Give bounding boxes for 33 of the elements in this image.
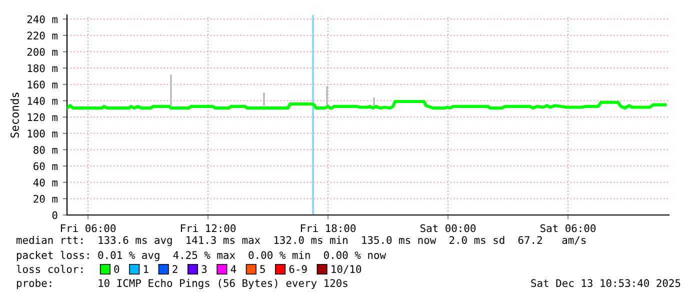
y-tick-label: 220 m <box>27 32 58 40</box>
y-tick-label: 60 m <box>34 162 58 170</box>
y-tick-label: 180 m <box>28 64 58 72</box>
text: packet loss: 0.01 % avg 4.25 % max 0.00 % min 0.00 % now <box>16 250 386 262</box>
x-tick-label: Sat 00:00 <box>420 224 476 232</box>
line-series <box>67 100 667 110</box>
text: probe: 10 ICMP Echo Pings (56 Bytes) every 120s <box>16 278 348 290</box>
legend-label: 2 <box>172 265 178 273</box>
y-tick-label: 40 m <box>33 178 58 186</box>
y-tick-label: 140 m <box>28 96 58 105</box>
legend-label: 1 <box>144 265 148 273</box>
legend-label: 4 <box>230 265 236 273</box>
x-tick-label: Fri 18:00 <box>300 224 356 232</box>
legend-label: 0 <box>114 265 120 274</box>
text: Sat Dec 13 10:53:40 2025 <box>531 279 680 288</box>
y-tick-label: 200 m <box>27 48 58 56</box>
text: median rtt: 133.6 ms avg 141.3 ms max 132.0 ms min 135.0 ms now 2.0 ms sd 67.2 am/s <box>16 236 586 246</box>
y-axis-title: Seconds <box>10 92 19 138</box>
legend-label: 6-9 <box>289 265 307 274</box>
y-tick-label: 120 m <box>28 113 58 122</box>
y-tick-label: 80 m <box>34 146 58 154</box>
y-tick-label: 160 m <box>28 80 58 89</box>
x-tick-label: Sat 06:00 <box>540 224 596 232</box>
y-tick-label: 100 m <box>28 130 58 138</box>
y-tick-label: 0 <box>52 211 58 220</box>
y-tick-label: 20 m <box>34 194 58 203</box>
x-tick-label: Fri 12:00 <box>180 224 236 232</box>
legend-title: loss color: <box>16 264 82 274</box>
y-tick-label: 240 m <box>27 15 58 24</box>
x-tick-label: Fri 06:00 <box>60 224 116 232</box>
legend-label: 3 <box>202 265 207 274</box>
legend-label: 5 <box>260 265 265 274</box>
legend-label: 10/10 <box>332 265 362 274</box>
